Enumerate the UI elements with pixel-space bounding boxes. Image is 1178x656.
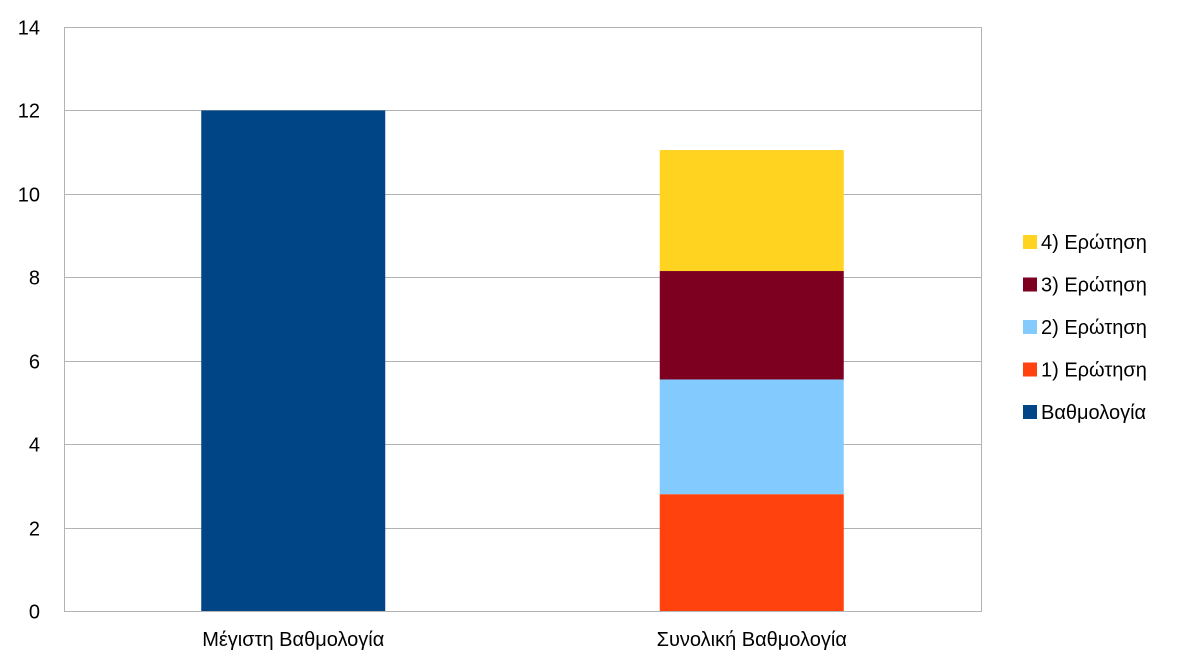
legend-label: 3) Ερώτηση xyxy=(1041,275,1147,297)
x-axis-category-labels: Μέγιστη Βαθμολογία Συνολική Βαθμολογία xyxy=(202,629,847,651)
y-tick-label: 12 xyxy=(18,101,40,123)
legend-label: 4) Ερώτηση xyxy=(1041,232,1147,254)
x-category-label: Μέγιστη Βαθμολογία xyxy=(202,629,384,651)
y-axis-tick-labels: 0 2 4 6 8 10 12 14 xyxy=(18,18,40,624)
legend-swatch xyxy=(1023,320,1037,334)
legend-label: Βαθμολογία xyxy=(1041,402,1146,424)
plot-area-frame xyxy=(64,27,982,612)
legend-label: 2) Ερώτηση xyxy=(1041,317,1147,339)
legend: 4) Ερώτηση 3) Ερώτηση 2) Ερώτηση 1) Ερώτηση… xyxy=(1023,232,1147,424)
bar-2-series-3 xyxy=(659,379,844,495)
legend-swatch xyxy=(1023,405,1037,419)
bar-2-series-4 xyxy=(659,271,844,380)
y-tick-label: 6 xyxy=(29,352,40,374)
y-tick-label: 10 xyxy=(18,185,40,207)
bar-2-series-2 xyxy=(659,494,844,611)
bars xyxy=(201,110,844,611)
legend-swatch xyxy=(1023,235,1037,249)
y-tick-label: 14 xyxy=(18,18,40,40)
bar-1-series-1 xyxy=(201,110,386,611)
legend-swatch xyxy=(1023,362,1037,377)
y-tick-label: 8 xyxy=(29,268,40,290)
legend-label: 1) Ερώτηση xyxy=(1041,360,1147,382)
legend-swatch xyxy=(1023,277,1037,292)
y-tick-label: 2 xyxy=(29,519,40,541)
bar-2-series-5 xyxy=(659,150,844,272)
y-tick-label: 0 xyxy=(29,602,40,624)
y-tick-label: 4 xyxy=(29,435,40,457)
x-category-label: Συνολική Βαθμολογία xyxy=(657,629,847,651)
